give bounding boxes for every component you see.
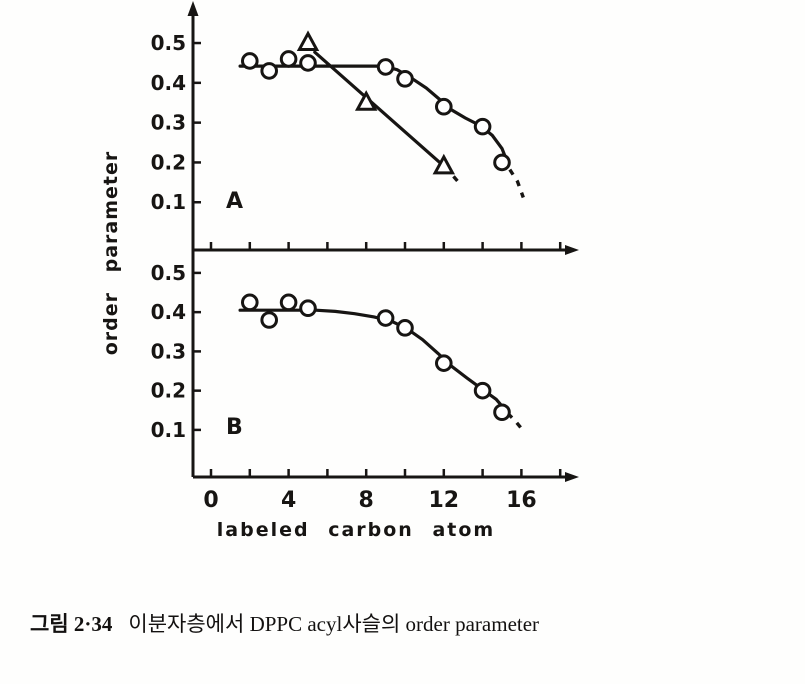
y-tick-label: 0.1 xyxy=(151,418,186,442)
panel-B: 0.1 0.2 0.3 0.4 0.5 B xyxy=(151,261,579,482)
data-point-circle xyxy=(299,299,317,318)
data-point-circle xyxy=(299,54,317,72)
data-point-circle xyxy=(376,58,395,76)
data-point-circle xyxy=(396,70,414,88)
x-tick-label: 0 xyxy=(203,488,218,513)
x-axis-arrow xyxy=(565,472,579,482)
panel-letter: A xyxy=(226,189,243,214)
series-dashed-extension xyxy=(506,412,526,433)
x-tick-label: 16 xyxy=(506,488,537,513)
caption-line-1: 그림 2·34 이분자층에서 DPPC acyl사슬의 order paramet… xyxy=(30,610,571,639)
data-point-circle xyxy=(260,311,279,329)
x-tick-label: 4 xyxy=(281,488,296,513)
figure-number: 그림 2·34 xyxy=(30,612,113,636)
data-point-circle xyxy=(493,403,511,422)
data-point-triangle xyxy=(296,30,320,52)
data-point-triangle xyxy=(354,90,378,111)
data-point-triangle xyxy=(432,153,456,175)
data-point-circle xyxy=(435,97,453,116)
y-tick-label: 0.3 xyxy=(151,339,186,363)
data-point-circle xyxy=(473,117,492,136)
y-tick-label: 0.3 xyxy=(151,111,186,135)
data-point-circle xyxy=(493,153,511,172)
figure-caption: 그림 2·34 이분자층에서 DPPC acyl사슬의 order paramet… xyxy=(30,553,571,684)
data-point-circle xyxy=(473,381,492,400)
y-axis-title: order parameter xyxy=(100,151,122,356)
x-axis-title: labeled carbon atom xyxy=(217,519,495,541)
data-point-circle xyxy=(260,62,279,80)
x-tick-label: 8 xyxy=(359,488,374,513)
data-point-circle xyxy=(376,309,395,327)
y-tick-label: 0.5 xyxy=(151,261,186,285)
data-point-circle xyxy=(241,52,259,70)
x-tick-label: 12 xyxy=(428,488,459,513)
y-tick-label: 0.2 xyxy=(151,379,186,403)
series-dashed-extension xyxy=(508,168,525,199)
data-point-circle xyxy=(396,319,414,337)
y-tick-label: 0.4 xyxy=(151,71,186,95)
y-axis-arrow xyxy=(187,1,199,16)
data-point-circle xyxy=(435,354,453,372)
panel-A: 0.1 0.2 0.3 0.4 0.5 A xyxy=(151,30,579,255)
y-tick-label: 0.5 xyxy=(151,31,186,55)
series-line xyxy=(238,64,508,161)
x-axis-arrow xyxy=(565,245,579,255)
data-point-circle xyxy=(279,50,298,68)
data-point-circle xyxy=(279,293,298,312)
data-point-circle xyxy=(241,293,259,312)
series-line xyxy=(313,50,452,173)
y-tick-label: 0.1 xyxy=(151,190,186,214)
series-dashed-extension xyxy=(452,175,463,187)
series-line xyxy=(238,308,506,410)
caption-title: 이분자층에서 DPPC acyl사슬의 order parameter xyxy=(128,612,540,636)
y-tick-label: 0.2 xyxy=(151,150,186,174)
panel-letter: B xyxy=(226,415,243,440)
figure-chart: 0.1 0.2 0.3 0.4 0.5 A 0.1 0.2 0.3 0.4 0.5 B 0 4 8 12 16 l… xyxy=(100,1,579,541)
y-tick-label: 0.4 xyxy=(151,300,186,324)
